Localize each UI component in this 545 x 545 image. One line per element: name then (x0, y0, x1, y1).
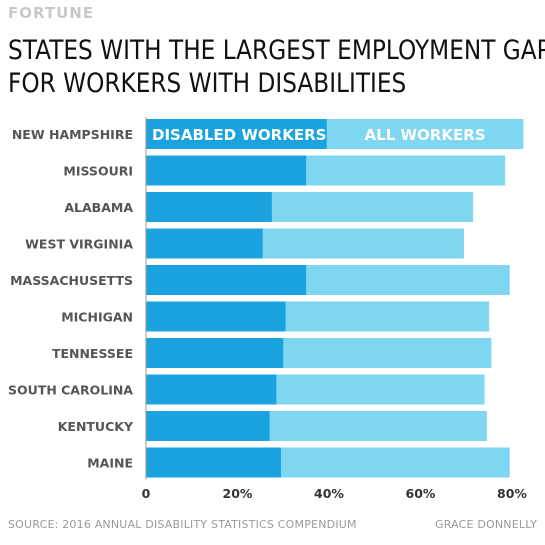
bar-disabled-workers-alabama (146, 192, 272, 222)
bar-disabled-workers-massachusetts (146, 265, 307, 295)
bar-disabled-workers-west-virginia (146, 228, 263, 259)
chart-title-line-1: STATES WITH THE LARGEST EMPLOYMENT GAPS (8, 35, 545, 66)
bar-disabled-workers-tennessee (146, 338, 284, 368)
credit-note: GRACE DONNELLY (434, 518, 537, 531)
x-tick-label-3: 60% (406, 486, 436, 501)
category-label-tennessee: TENNESSEE (52, 346, 133, 361)
source-note: SOURCE: 2016 ANNUAL DISABILITY STATISTIC… (8, 518, 357, 531)
x-tick-label-1: 20% (223, 486, 253, 501)
bar-disabled-workers-michigan (146, 301, 286, 332)
bar-disabled-workers-kentucky (146, 411, 270, 441)
category-label-kentucky: KENTUCKY (58, 419, 134, 434)
category-label-west-virginia: WEST VIRGINIA (25, 237, 133, 252)
x-axis-ticks-group: 0 20% 40% 60% 80% (142, 486, 528, 501)
bar-disabled-workers-south-carolina (146, 374, 277, 405)
category-labels-group: NEW HAMPSHIRE MISSOURI ALABAMA WEST VIRGINI… (8, 127, 134, 471)
category-label-maine: MAINE (87, 456, 133, 471)
category-label-missouri: MISSOURI (63, 164, 133, 179)
category-label-south-carolina: SOUTH CAROLINA (8, 383, 133, 398)
chart-title: STATES WITH THE LARGEST EMPLOYMENT GAPS … (8, 34, 545, 100)
bars-group: DISABLED WORKERS ALL WORKERS (146, 119, 524, 478)
x-tick-label-0: 0 (142, 486, 151, 501)
category-label-michigan: MICHIGAN (61, 310, 133, 325)
bar-disabled-workers-missouri (146, 155, 307, 186)
legend-disabled-workers: DISABLED WORKERS (152, 126, 326, 144)
category-label-massachusetts: MASSACHUSETTS (10, 273, 133, 288)
legend-all-workers: ALL WORKERS (365, 126, 486, 144)
x-tick-label-2: 40% (314, 486, 344, 501)
chart-title-line-2: FOR WORKERS WITH DISABILITIES (8, 68, 407, 99)
x-tick-label-4: 80% (497, 486, 527, 501)
category-label-new-hampshire: NEW HAMPSHIRE (12, 127, 133, 142)
brand-logo: FORTUNE (8, 4, 95, 22)
bar-disabled-workers-new-hampshire (146, 119, 327, 149)
category-label-alabama: ALABAMA (64, 200, 133, 215)
bar-disabled-workers-maine (146, 447, 281, 478)
